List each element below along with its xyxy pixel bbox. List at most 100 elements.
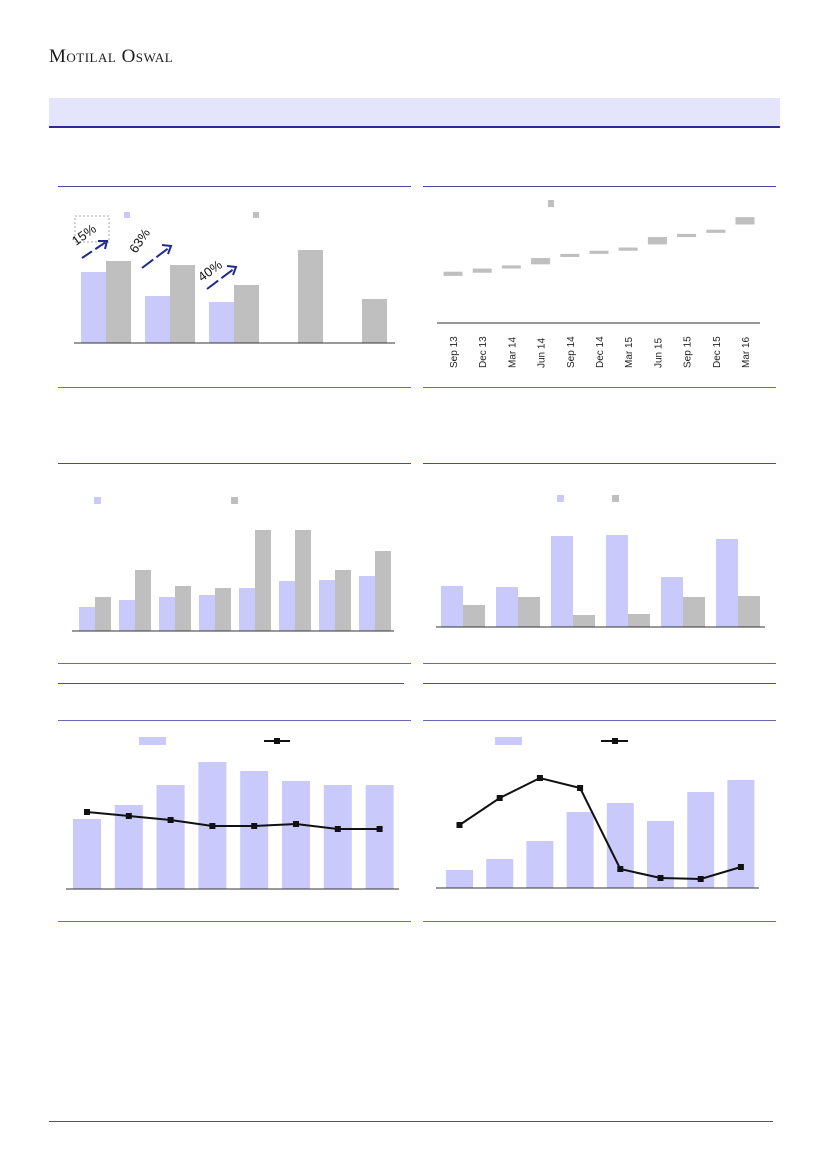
range-bar xyxy=(618,247,638,251)
panel-top-rule xyxy=(423,683,776,684)
line-marker xyxy=(334,826,341,832)
range-bar xyxy=(443,271,463,276)
panel-bottom-rule xyxy=(58,387,411,388)
x-tick-label: Sep 14 xyxy=(566,336,577,368)
line-marker xyxy=(456,822,463,828)
bar-series-1 xyxy=(486,859,514,888)
x-tick-label: Jun 14 xyxy=(537,338,548,368)
bar-series-1 xyxy=(661,577,683,627)
x-tick-label: Dec 14 xyxy=(595,336,606,368)
bar-series-2 xyxy=(255,530,271,631)
bar-series-2 xyxy=(95,597,111,631)
x-tick-label: Dec 13 xyxy=(478,336,489,368)
bar-series-1 xyxy=(496,587,518,627)
bar-series-2 xyxy=(738,596,760,627)
legend-swatch-2-marker xyxy=(612,738,618,744)
bar-series-1 xyxy=(209,302,234,343)
bar-series-1 xyxy=(79,607,95,631)
bar-series-1 xyxy=(606,803,634,888)
bar-series-2 xyxy=(175,586,191,631)
footer-rule xyxy=(49,1121,773,1122)
bar-series-2 xyxy=(362,299,387,343)
line-marker xyxy=(657,875,664,881)
bar-series-2 xyxy=(135,570,151,631)
line-marker xyxy=(209,823,216,829)
line-marker xyxy=(577,785,584,791)
bar-series-1 xyxy=(81,272,106,343)
chart-6 xyxy=(436,737,759,889)
x-tick-label: Jun 15 xyxy=(653,338,664,368)
legend-swatch-1 xyxy=(548,200,554,207)
bar-series-1 xyxy=(156,785,185,889)
bar-series-2 xyxy=(375,551,391,631)
chart-1: 15% 63% 40% xyxy=(69,212,395,344)
bar-series-1 xyxy=(441,586,463,627)
x-tick-label: Dec 15 xyxy=(712,336,723,368)
line-marker xyxy=(376,826,383,832)
bar-series-2 xyxy=(215,588,231,631)
range-bar xyxy=(735,217,755,225)
legend-swatch-2 xyxy=(231,497,238,504)
line-series-2 xyxy=(458,776,742,881)
range-bar xyxy=(531,258,551,265)
bar-series-1 xyxy=(319,580,335,631)
bar-series-2 xyxy=(463,605,485,627)
bar-series-1 xyxy=(446,870,473,888)
line-marker xyxy=(167,817,174,823)
bar-series-2 xyxy=(573,615,595,627)
x-tick-label: Sep 15 xyxy=(683,336,694,368)
panel-top-rule xyxy=(423,186,776,187)
legend-swatch-2-marker xyxy=(274,738,280,744)
panel-bottom-rule xyxy=(423,663,776,664)
bar-series-1 xyxy=(73,819,101,889)
section-banner xyxy=(49,98,780,128)
x-tick-label: Mar 16 xyxy=(741,336,752,368)
bar-series-1 xyxy=(551,536,573,627)
panel-title-rule xyxy=(423,720,776,721)
range-bar xyxy=(560,253,580,257)
panel-top-rule xyxy=(423,463,776,464)
panel-top-rule xyxy=(58,186,411,187)
x-tick-label: Sep 13 xyxy=(449,336,460,368)
bar-series-2 xyxy=(628,614,650,627)
line-marker xyxy=(697,876,704,882)
panel-top-rule xyxy=(58,463,411,464)
growth-arrow xyxy=(206,265,238,290)
chart-3 xyxy=(72,497,394,632)
range-bar xyxy=(472,268,492,273)
bar-series-1 xyxy=(239,588,255,631)
line-marker xyxy=(617,866,624,872)
bar-series-2 xyxy=(683,597,705,627)
growth-arrow xyxy=(74,215,110,259)
range-bar xyxy=(677,233,697,238)
bar-series-2 xyxy=(295,530,311,631)
bar-series-2 xyxy=(106,261,131,343)
bar-series-1 xyxy=(606,535,628,627)
legend-swatch-1 xyxy=(495,737,522,745)
bar-series-1 xyxy=(279,581,295,631)
bar-series-1 xyxy=(365,785,394,889)
bar-series-1 xyxy=(323,785,352,889)
x-tick-label: Mar 14 xyxy=(507,336,518,368)
panel-bottom-rule xyxy=(58,663,411,664)
panel-bottom-rule xyxy=(58,921,411,922)
line-series-2 xyxy=(86,811,380,830)
line-marker xyxy=(251,823,258,829)
range-bar xyxy=(706,229,726,233)
panel-top-rule xyxy=(58,683,404,684)
motilal-oswal-logo: Motilal Oswal xyxy=(49,46,174,67)
growth-arrow xyxy=(141,244,173,269)
legend-swatch-1 xyxy=(94,497,101,504)
bar-series-2 xyxy=(234,285,259,343)
range-bar xyxy=(647,237,667,245)
bar-series-1 xyxy=(687,792,715,888)
growth-label: 63% xyxy=(126,225,153,255)
line-marker xyxy=(125,813,132,819)
legend-swatch-2 xyxy=(612,495,619,502)
range-bar xyxy=(501,265,521,269)
bar-series-1 xyxy=(716,539,738,627)
bar-series-2 xyxy=(518,597,540,627)
bar-series-2 xyxy=(298,250,323,343)
bar-series-2 xyxy=(335,570,351,631)
bar-series-1 xyxy=(359,576,375,631)
